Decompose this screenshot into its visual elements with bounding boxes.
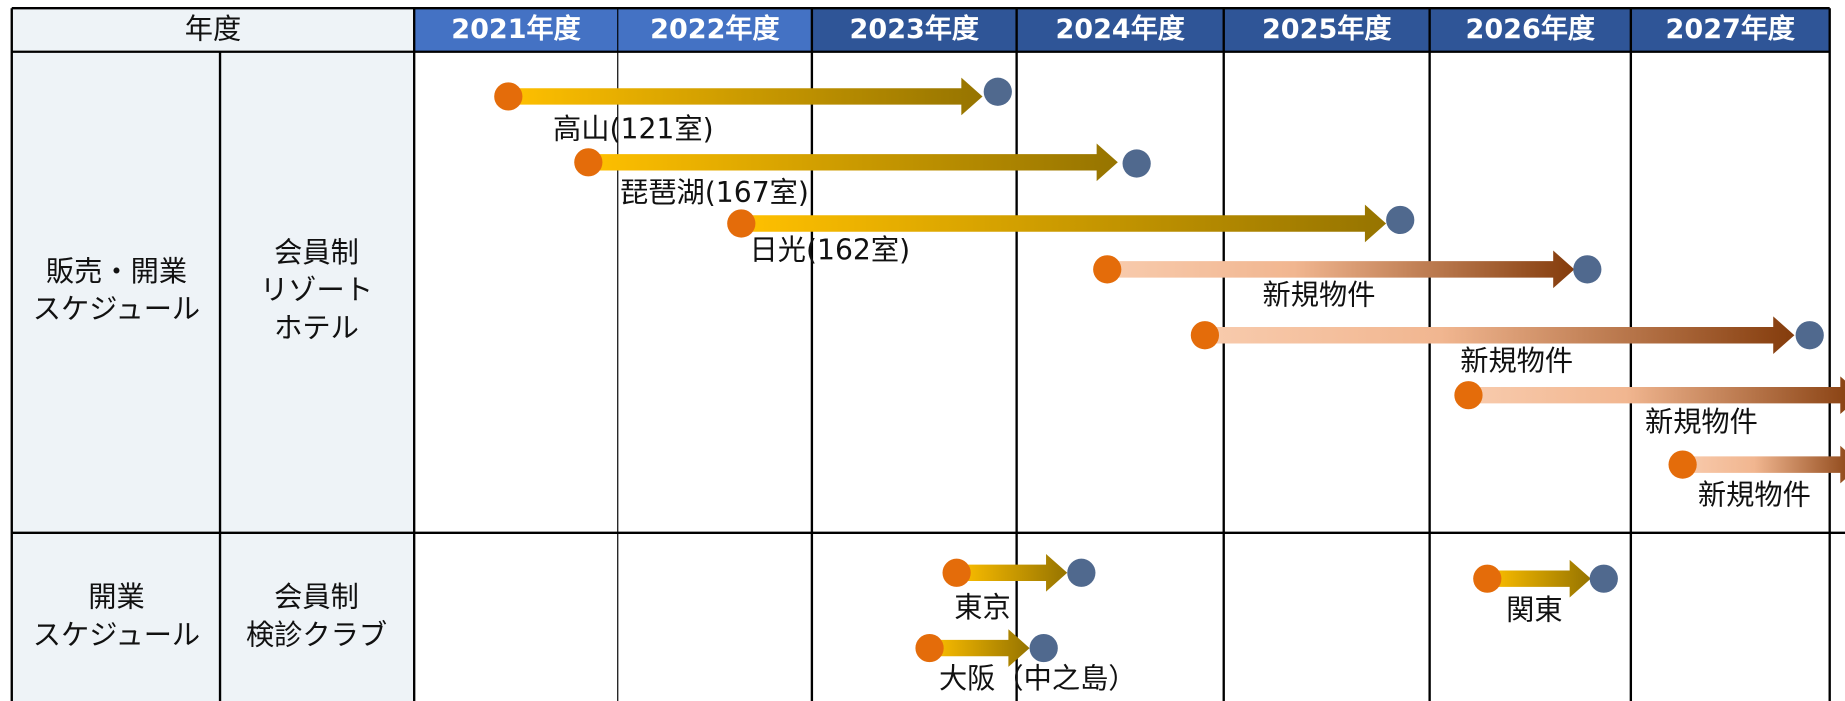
year-header-cell	[1630, 8, 1830, 52]
start-marker	[1473, 564, 1502, 593]
year-header-cell	[1223, 8, 1430, 52]
end-marker	[1386, 205, 1415, 235]
year-label: 2026年度	[1466, 13, 1596, 45]
start-marker	[494, 82, 523, 111]
start-marker	[727, 209, 756, 238]
year-label: 2023年度	[850, 13, 980, 45]
row-label: ホテル	[274, 311, 359, 344]
timeline-arrow	[1487, 559, 1591, 598]
timeline-arrow	[1468, 376, 1845, 415]
end-marker	[1029, 633, 1058, 663]
year-label: 2022年度	[650, 13, 780, 45]
item-label: 東京	[954, 591, 1010, 624]
item-label: 大阪（中之島）	[939, 662, 1137, 695]
timeline-arrow	[929, 629, 1030, 667]
end-marker	[1573, 255, 1602, 284]
end-marker	[983, 77, 1012, 106]
item-label: 新規物件	[1263, 278, 1376, 311]
row-label: 開業	[88, 581, 144, 614]
row-label: 販売・開業	[46, 255, 187, 288]
item-label: 高山(121室)	[553, 113, 714, 146]
start-marker	[1093, 255, 1122, 284]
row-label: 会員制	[274, 581, 359, 614]
start-marker	[915, 633, 944, 663]
header-label: 年度	[185, 13, 241, 46]
timeline-arrow	[1204, 316, 1795, 355]
row-label: 会員制	[274, 236, 359, 269]
row-label: 検診クラブ	[246, 618, 387, 651]
timeline-arrow	[956, 553, 1068, 592]
item-label: 日光(162室)	[750, 234, 911, 267]
end-marker	[1067, 558, 1096, 587]
item-label: 新規物件	[1698, 478, 1811, 511]
row-label: スケジュール	[33, 618, 200, 651]
item-label: 新規物件	[1460, 344, 1573, 377]
year-label: 2025年度	[1262, 13, 1392, 45]
label-column	[11, 51, 415, 701]
timeline-arrow	[741, 204, 1387, 243]
end-marker	[1122, 149, 1151, 178]
year-header-cell	[1429, 8, 1631, 52]
end-marker	[1589, 564, 1618, 593]
row-label: スケジュール	[33, 293, 200, 326]
year-label: 2024年度	[1055, 13, 1185, 45]
timeline-arrow	[588, 143, 1118, 182]
row-label: リゾート	[260, 274, 373, 307]
end-marker	[1795, 321, 1824, 350]
start-marker	[1668, 450, 1697, 479]
year-header-cell	[414, 8, 618, 52]
item-label: 関東	[1506, 594, 1562, 627]
year-header-cell	[811, 8, 1017, 52]
timeline-arrow	[508, 77, 983, 116]
header-cell	[11, 8, 415, 52]
start-marker	[1190, 321, 1220, 350]
item-label: 新規物件	[1645, 405, 1758, 438]
start-marker	[574, 148, 603, 177]
year-label: 2027年度	[1666, 13, 1796, 45]
timeline-arrow	[1107, 250, 1575, 289]
year-header-cell	[1016, 8, 1224, 52]
year-header-cell	[617, 8, 812, 52]
timeline-arrow	[1682, 445, 1845, 484]
item-label: 琵琶湖(167室)	[620, 176, 809, 209]
start-marker	[1454, 381, 1483, 410]
start-marker	[942, 558, 971, 587]
year-label: 2021年度	[451, 13, 581, 45]
